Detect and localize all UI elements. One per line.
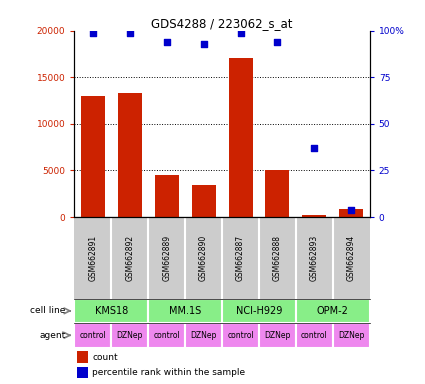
Point xyxy=(237,30,244,36)
Text: NCI-H929: NCI-H929 xyxy=(236,306,282,316)
Bar xyxy=(192,185,215,217)
Text: cell line: cell line xyxy=(30,306,65,315)
Point xyxy=(311,145,318,151)
Text: control: control xyxy=(79,331,106,340)
Text: percentile rank within the sample: percentile rank within the sample xyxy=(92,368,245,377)
Text: GSM662888: GSM662888 xyxy=(273,235,282,281)
Text: GSM662894: GSM662894 xyxy=(347,235,356,281)
Bar xyxy=(229,58,252,217)
Bar xyxy=(74,299,148,323)
Bar xyxy=(302,215,326,217)
Bar xyxy=(81,96,105,217)
Point xyxy=(89,30,96,36)
Bar xyxy=(222,323,259,348)
Bar xyxy=(77,351,88,363)
Text: control: control xyxy=(227,331,254,340)
Bar xyxy=(259,323,296,348)
Text: DZNep: DZNep xyxy=(190,331,217,340)
Bar xyxy=(111,323,148,348)
Text: DZNep: DZNep xyxy=(338,331,365,340)
Point xyxy=(348,207,355,213)
Text: GSM662893: GSM662893 xyxy=(310,235,319,281)
Text: agent: agent xyxy=(39,331,65,340)
Title: GDS4288 / 223062_s_at: GDS4288 / 223062_s_at xyxy=(151,17,293,30)
Bar xyxy=(148,299,222,323)
Text: GSM662890: GSM662890 xyxy=(199,235,208,281)
Bar xyxy=(77,367,88,377)
Text: DZNep: DZNep xyxy=(116,331,143,340)
Text: count: count xyxy=(92,353,118,362)
Point xyxy=(126,30,133,36)
Bar xyxy=(296,299,370,323)
Text: MM.1S: MM.1S xyxy=(169,306,201,316)
Point xyxy=(200,41,207,47)
Text: GSM662891: GSM662891 xyxy=(88,235,97,281)
Text: KMS18: KMS18 xyxy=(95,306,128,316)
Point xyxy=(163,39,170,45)
Bar xyxy=(266,170,289,217)
Text: GSM662892: GSM662892 xyxy=(125,235,134,281)
Bar xyxy=(74,323,111,348)
Bar xyxy=(155,175,178,217)
Text: GSM662887: GSM662887 xyxy=(236,235,245,281)
Text: GSM662889: GSM662889 xyxy=(162,235,171,281)
Text: OPM-2: OPM-2 xyxy=(317,306,349,316)
Text: control: control xyxy=(153,331,180,340)
Bar xyxy=(333,323,370,348)
Bar xyxy=(118,93,142,217)
Bar xyxy=(148,323,185,348)
Point xyxy=(274,39,281,45)
Bar xyxy=(339,209,363,217)
Bar xyxy=(222,299,296,323)
Text: DZNep: DZNep xyxy=(264,331,291,340)
Bar xyxy=(185,323,222,348)
Text: control: control xyxy=(301,331,328,340)
Bar xyxy=(296,323,333,348)
